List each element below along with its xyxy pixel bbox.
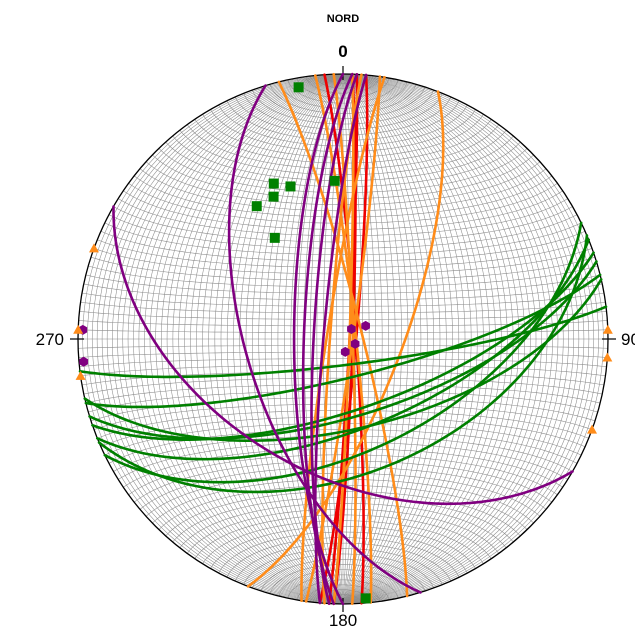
grid-small-circle (218, 531, 468, 574)
grid-small-circle (100, 416, 586, 448)
orange-triangle-marker (88, 243, 99, 253)
grid-small-circle (139, 168, 547, 212)
purple-pole-hexagon (361, 320, 370, 331)
purple-plane-trace (313, 73, 368, 605)
grid-small-circle (305, 584, 381, 602)
purple-plane-trace (227, 84, 422, 594)
grid-small-circle (104, 222, 582, 255)
grid-small-circle (296, 579, 390, 601)
green-pole-square (251, 201, 262, 212)
green-pole-square (293, 82, 304, 93)
grid-small-circle (134, 175, 552, 218)
green-pole-square (285, 181, 296, 192)
azimuth-label-north: 0 (338, 42, 347, 61)
azimuth-label-west: 270 (36, 330, 64, 349)
grid-small-circle (80, 301, 606, 314)
plane-traces (78, 72, 608, 606)
grid-small-circle (324, 74, 362, 84)
grid-small-circle (243, 93, 443, 130)
green-plane-trace (91, 251, 595, 441)
grid-small-circle (104, 423, 582, 456)
orange-plane-trace (332, 72, 355, 606)
purple-pole-hexagon (347, 323, 356, 334)
orange-plane-trace (300, 75, 386, 603)
grid-small-circle (90, 256, 596, 281)
purple-pole-hexagon (79, 356, 88, 367)
grid-small-circle (278, 569, 408, 597)
green-pole-square (268, 178, 279, 189)
orange-triangle-marker (587, 424, 598, 434)
grid-small-circle (83, 283, 603, 301)
grid-small-circle (81, 292, 605, 307)
green-pole-square (269, 232, 280, 243)
grid-small-circle (269, 84, 417, 114)
orange-plane-trace (246, 90, 445, 588)
grid-small-circle (287, 574, 399, 599)
purple-pole-hexagon (340, 346, 350, 357)
green-pole-square (329, 175, 340, 186)
green-plane-trace (97, 234, 589, 494)
green-pole-square (360, 593, 371, 604)
azimuth-label-south: 180 (329, 611, 357, 630)
chart-title: NORD (327, 13, 359, 25)
orange-triangle-marker (73, 324, 84, 334)
green-plane-trace (84, 273, 602, 409)
green-pole-square (268, 191, 279, 202)
green-plane-trace (103, 221, 583, 484)
grid-small-circle (260, 559, 426, 592)
grid-small-circle (79, 358, 607, 367)
grid-small-circle (226, 537, 460, 578)
orange-plane-trace (277, 80, 409, 598)
orange-triangle-marker (75, 370, 86, 380)
grid-small-circle (243, 548, 443, 585)
green-plane-trace (83, 278, 603, 442)
grid-small-circle (234, 542, 452, 582)
data-points (73, 82, 613, 604)
green-plane-trace (88, 260, 598, 441)
grid-small-circle (278, 81, 408, 109)
orange-plane-trace (314, 74, 373, 604)
grid-small-circle (78, 345, 608, 349)
purple-plane-trace (301, 72, 354, 606)
purple-pole-hexagon (350, 338, 360, 349)
grid-small-circle (226, 100, 460, 141)
orange-triangle-marker (602, 324, 613, 334)
azimuth-label-east: 90 (621, 330, 635, 349)
grid-small-circle (269, 564, 417, 594)
grid-small-circle (234, 96, 452, 136)
grid-small-circle (93, 248, 593, 275)
grid-small-circle (287, 79, 399, 104)
grid-small-circle (88, 265, 598, 288)
grid-small-circle (88, 390, 598, 413)
grid-small-circle (85, 384, 601, 404)
orange-triangle-marker (602, 352, 613, 362)
purple-plane-trace (112, 205, 574, 506)
grid-small-circle (85, 274, 601, 294)
